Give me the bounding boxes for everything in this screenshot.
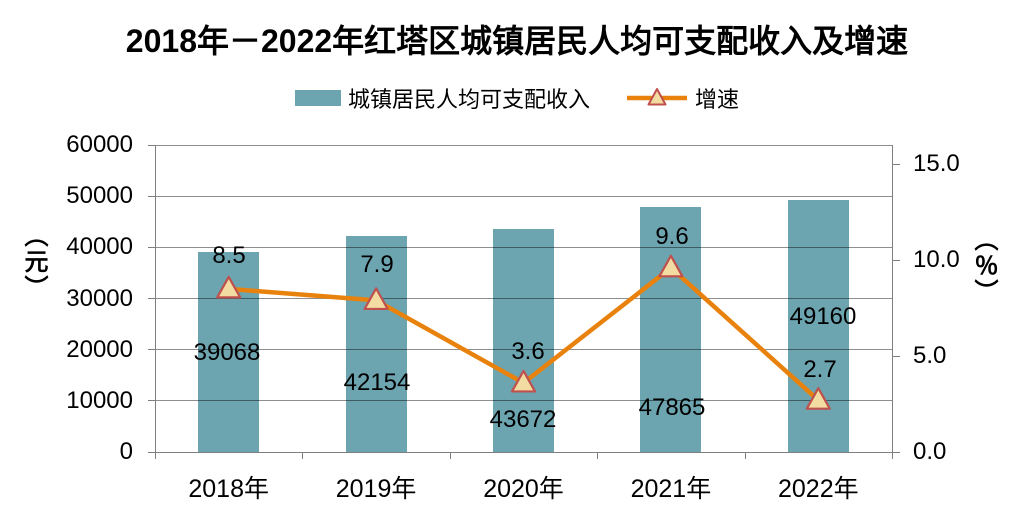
left-axis-tick <box>148 144 155 146</box>
legend: 城镇居民人均可支配收入 增速 <box>0 82 1034 114</box>
line-value-label-1: 7.9 <box>360 251 394 278</box>
left-axis-tick <box>148 400 155 402</box>
gridline-10000 <box>155 400 892 402</box>
bar-2 <box>493 228 554 452</box>
gridline-60000 <box>155 144 892 146</box>
growth-marker-2 <box>510 369 537 393</box>
left-axis-tick <box>148 349 155 351</box>
bar-value-label-0: 39068 <box>193 339 261 366</box>
x-axis-tick <box>449 452 451 459</box>
x-axis-line <box>155 452 893 453</box>
right-axis-tick-label: 0.0 <box>913 438 947 465</box>
gridline-50000 <box>155 195 892 197</box>
left-axis-tick <box>148 246 155 248</box>
x-axis-label-2: 2020年 <box>483 475 564 503</box>
right-axis-tick-label: 10.0 <box>913 246 960 274</box>
left-axis-line <box>155 145 156 452</box>
legend-triangle-marker-icon <box>647 88 667 106</box>
x-axis-label-3: 2021年 <box>630 475 712 503</box>
right-axis-line <box>892 145 893 452</box>
bar-4 <box>787 200 849 452</box>
x-axis-label-1: 2019年 <box>335 475 417 503</box>
right-axis-tick-label: 5.0 <box>913 342 947 370</box>
left-axis-tick <box>148 298 155 299</box>
x-axis-label-0: 2018年 <box>188 475 269 503</box>
right-axis-tick <box>893 451 900 453</box>
right-axis-tick <box>893 355 900 357</box>
growth-marker-1 <box>363 287 389 311</box>
bar-value-label-2: 43672 <box>489 406 557 433</box>
legend-item-income: 城镇居民人均可支配收入 <box>294 82 590 114</box>
x-axis-tick <box>597 452 599 459</box>
bar-value-label-4: 49160 <box>789 303 857 330</box>
right-axis-unit-label: （％） <box>970 227 997 305</box>
x-axis-tick <box>302 452 304 459</box>
x-axis-tick <box>744 452 746 459</box>
chart-title: 2018年－2022年红塔区城镇居民人均可支配收入及增速 <box>125 23 909 59</box>
line-value-label-3: 9.6 <box>655 223 689 250</box>
left-axis-tick-label: 40000 <box>66 233 133 261</box>
line-value-label-0: 8.5 <box>212 242 246 269</box>
growth-marker-0 <box>216 275 242 299</box>
left-axis-tick-label: 50000 <box>66 182 133 210</box>
bar-value-label-3: 47865 <box>638 394 706 421</box>
growth-line-swatch <box>627 88 687 106</box>
line-value-label-4: 2.7 <box>803 356 837 383</box>
legend-label-growth: 增速 <box>695 87 740 112</box>
left-axis-tick <box>148 451 155 453</box>
income-bar-swatch <box>294 90 341 106</box>
left-axis-tick-label: 60000 <box>66 131 133 158</box>
gridline-40000 <box>155 246 892 248</box>
legend-label-income: 城镇居民人均可支配收入 <box>347 87 590 112</box>
left-axis-tick-label: 0 <box>119 438 133 465</box>
growth-marker-3 <box>658 254 684 278</box>
growth-marker-4 <box>805 387 831 410</box>
x-axis-tick <box>892 452 893 459</box>
left-axis-tick-label: 20000 <box>66 335 133 363</box>
bar-3 <box>640 207 702 452</box>
right-axis-tick <box>893 259 900 261</box>
left-axis-unit-label: （元） <box>20 223 47 301</box>
right-axis-tick <box>893 163 900 165</box>
gridline-20000 <box>155 349 892 351</box>
left-axis-tick <box>148 195 155 197</box>
left-axis-tick-label: 30000 <box>66 284 133 312</box>
right-axis-tick-label: 15.0 <box>913 150 960 178</box>
gridline-30000 <box>155 298 892 299</box>
legend-item-growth: 增速 <box>626 82 739 114</box>
x-axis-label-4: 2022年 <box>777 475 859 503</box>
bar-1 <box>345 236 407 452</box>
x-axis-tick <box>155 452 156 459</box>
line-value-label-2: 3.6 <box>511 338 545 365</box>
left-axis-tick-label: 10000 <box>66 386 133 414</box>
bar-value-label-1: 42154 <box>343 369 411 396</box>
